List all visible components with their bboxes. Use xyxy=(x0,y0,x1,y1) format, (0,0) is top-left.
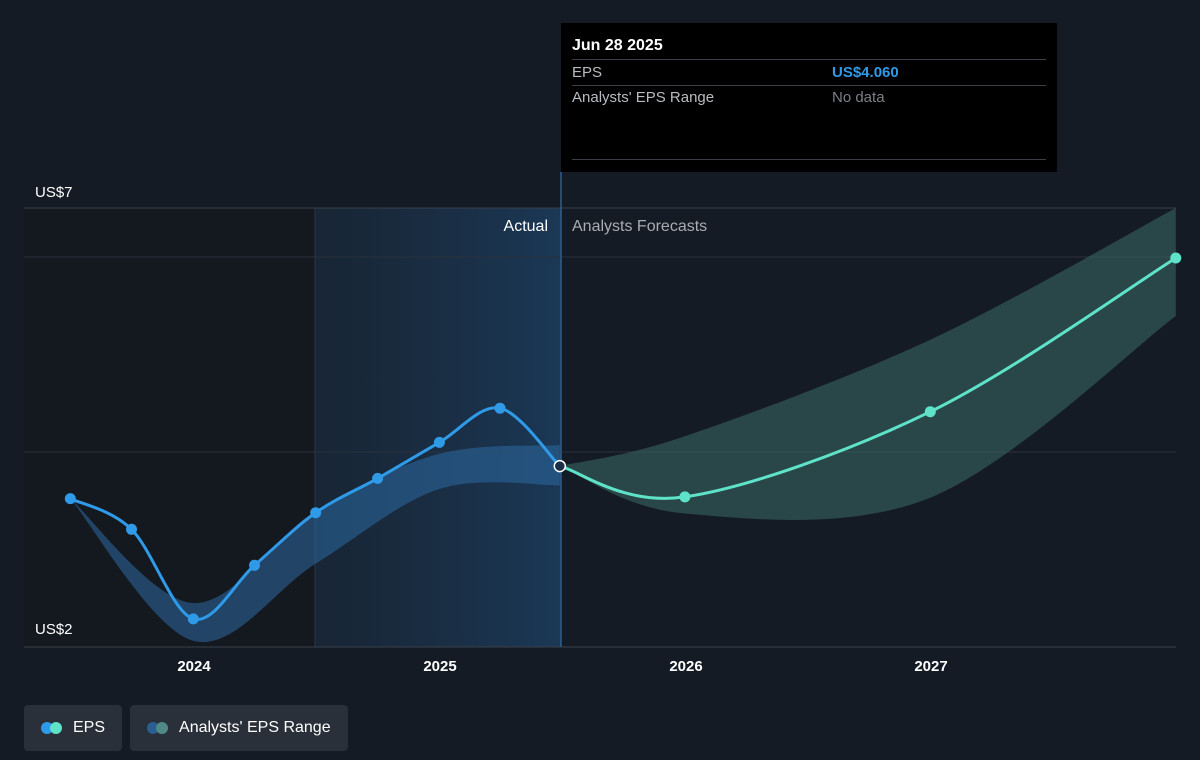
eps-point-actual[interactable] xyxy=(494,402,506,414)
range-area-actual xyxy=(70,445,560,643)
eps-point-actual[interactable] xyxy=(310,507,322,519)
range-swatch-icon xyxy=(147,722,169,734)
tooltip-eps-value: US$4.060 xyxy=(832,64,899,81)
eps-point-actual[interactable] xyxy=(126,523,137,535)
legend-eps-label: EPS xyxy=(73,719,106,736)
legend-range-label: Analysts' EPS Range xyxy=(179,719,331,736)
tooltip-range-label: Analysts' EPS Range xyxy=(572,89,715,106)
eps-point-actual[interactable] xyxy=(372,472,384,484)
tooltip-divider xyxy=(572,85,1046,86)
legend: EPS Analysts' EPS Range xyxy=(24,705,348,751)
tooltip-divider xyxy=(572,59,1046,60)
eps-point-actual[interactable] xyxy=(249,559,260,571)
legend-range-toggle[interactable]: Analysts' EPS Range xyxy=(130,705,348,751)
y-tick-label-top: US$7 xyxy=(35,184,73,201)
forecast-label: Analysts Forecasts xyxy=(572,218,707,235)
eps-point-forecast[interactable] xyxy=(924,406,936,418)
actual-highlight-band xyxy=(315,208,561,647)
tooltip-eps-label: EPS xyxy=(572,64,603,81)
eps-point-selected[interactable] xyxy=(553,459,567,473)
x-tick-label: 2026 xyxy=(669,658,702,675)
eps-point-forecast[interactable] xyxy=(679,491,691,503)
tooltip-range-value: No data xyxy=(832,89,885,106)
actual-label: Actual xyxy=(504,218,548,235)
eps-line-forecast xyxy=(559,256,1177,500)
x-tick-label: 2024 xyxy=(177,658,211,675)
y-tick-label-bottom: US$2 xyxy=(35,621,73,638)
x-tick-label: 2025 xyxy=(423,658,456,675)
tooltip: Jun 28 2025 EPS US$4.060 Analysts' EPS R… xyxy=(561,23,1057,172)
eps-point-forecast[interactable] xyxy=(1170,252,1182,264)
x-tick-label: 2027 xyxy=(914,658,947,675)
eps-points xyxy=(64,252,1182,625)
eps-point-actual[interactable] xyxy=(433,436,445,448)
eps-chart[interactable]: US$7 US$2 Actual Analysts Forecasts 2024… xyxy=(0,0,1200,700)
legend-eps-toggle[interactable]: EPS xyxy=(24,705,123,751)
range-area-forecast xyxy=(559,208,1176,521)
eps-point-actual[interactable] xyxy=(64,493,76,505)
eps-point-actual[interactable] xyxy=(187,613,199,625)
tooltip-divider xyxy=(572,159,1046,160)
eps-swatch-icon xyxy=(41,722,63,734)
tooltip-date: Jun 28 2025 xyxy=(572,37,663,54)
